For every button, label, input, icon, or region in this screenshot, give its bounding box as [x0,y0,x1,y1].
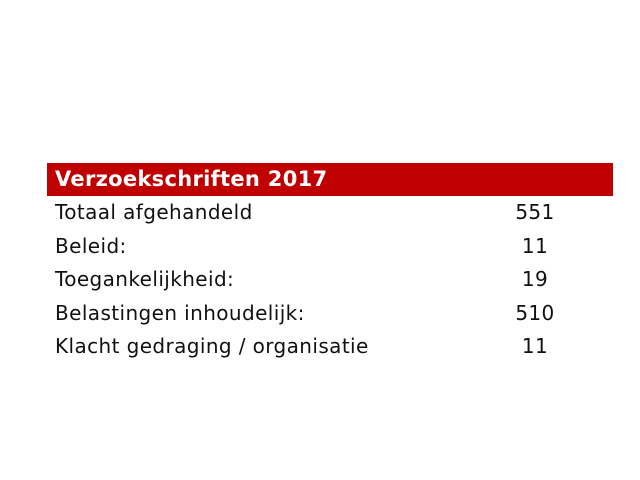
table-body: Totaal afgehandeld 551 Beleid: 11 Toegankeli… [47,196,613,364]
row-value: 11 [521,233,549,258]
row-value: 11 [521,334,549,358]
table-title: Verzoekschriften 2017 [47,163,613,196]
row-label: Toegankelijkheid: [55,267,235,291]
row-label: Totaal afgehandeld [55,200,253,224]
row-label: Belastingen inhoudelijk: [55,300,305,325]
table-panel: Verzoekschriften 2017 Totaal afgehandeld… [47,163,613,364]
row-value: 19 [521,267,549,291]
table-row: Belastingen inhoudelijk: 510 [47,297,613,331]
row-value: 551 [515,200,555,224]
table-row: Totaal afgehandeld 551 [47,196,613,230]
table-row: Klacht gedraging / organisatie 11 [47,330,613,364]
row-label: Klacht gedraging / organisatie [55,334,369,358]
row-label: Beleid: [55,233,127,258]
row-value: 510 [515,300,555,325]
table-row: Beleid: 11 [47,230,613,264]
table-row: Toegankelijkheid: 19 [47,263,613,297]
